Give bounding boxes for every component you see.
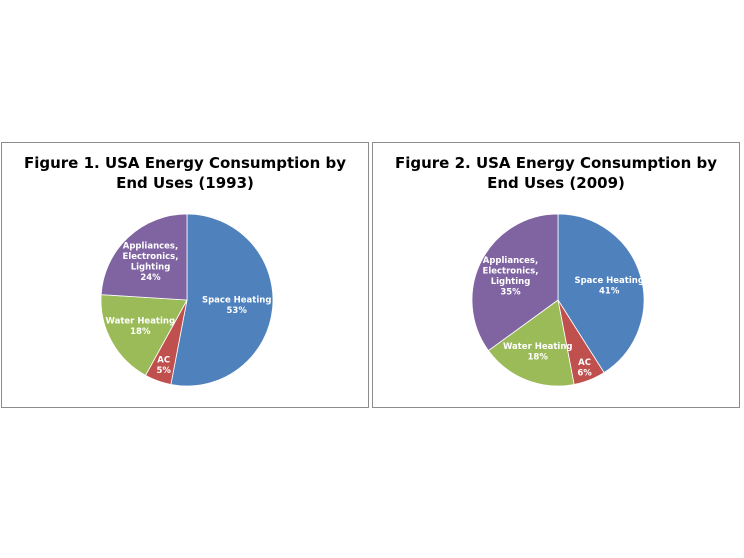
chart-title-line-1: Figure 2. USA Energy Consumption by <box>394 154 717 172</box>
slice-label-line: Space Heating <box>574 276 643 286</box>
slice-label-space-heating: Space Heating 41% <box>574 276 643 297</box>
slice-label-line: 41% <box>599 286 620 296</box>
slice-label-space-heating: Space Heating 53% <box>202 295 271 316</box>
slice-label-line: 6% <box>577 368 592 378</box>
slice-label-line: Appliances, <box>123 241 178 251</box>
pie-slice-space-heating <box>170 213 274 387</box>
slice-label-appliances-electronics-lighting: Appliances, Electronics, Lighting 35% <box>483 256 539 298</box>
slice-label-line: AC <box>157 356 170 366</box>
slice-label-ac: AC 5% <box>156 356 171 377</box>
slice-label-water-heating: Water Heating 18% <box>503 342 573 363</box>
slice-label-water-heating: Water Heating 18% <box>106 316 176 337</box>
chart-panel-1993: Figure 1. USA Energy Consumption by End … <box>1 142 369 408</box>
chart-title-line-1: Figure 1. USA Energy Consumption by <box>23 154 346 172</box>
slice-label-line: Lighting <box>131 262 171 272</box>
chart-title-line-2: End Uses (2009) <box>487 174 625 192</box>
chart-title: Figure 2. USA Energy Consumption by End … <box>373 153 739 193</box>
slice-label-line: AC <box>578 358 591 368</box>
chart-panel-2009: Figure 2. USA Energy Consumption by End … <box>372 142 740 408</box>
pie-chart-2009: Space Heating 41% AC 6% Water Heating 18% Appl… <box>471 213 645 387</box>
slice-label-line: Water Heating <box>503 342 573 352</box>
slice-label-line: Water Heating <box>106 316 176 326</box>
slice-label-line: 5% <box>156 366 171 376</box>
pie-chart-1993: Space Heating 53% AC 5% Water Heating 18% Appl… <box>100 213 274 387</box>
pie-slice-appliances-electronics-lighting <box>471 213 559 352</box>
pie-slice-appliances-electronics-lighting <box>100 213 188 301</box>
slice-label-line: 18% <box>528 352 549 362</box>
slice-label-line: Electronics, <box>483 267 539 277</box>
pie-slice-water-heating <box>487 299 575 387</box>
slice-label-line: 35% <box>500 288 521 298</box>
slice-label-line: 24% <box>140 273 161 283</box>
pie-slice-space-heating <box>557 213 645 374</box>
chart-title: Figure 1. USA Energy Consumption by End … <box>2 153 368 193</box>
slice-label-line: 18% <box>130 327 151 337</box>
slice-label-ac: AC 6% <box>577 358 592 379</box>
slice-label-line: 53% <box>227 306 248 316</box>
slice-label-line: Appliances, <box>483 256 538 266</box>
slice-label-line: Lighting <box>491 277 531 287</box>
slice-label-line: Space Heating <box>202 295 271 305</box>
slice-label-appliances-electronics-lighting: Appliances, Electronics, Lighting 24% <box>123 241 179 283</box>
chart-title-line-2: End Uses (1993) <box>116 174 254 192</box>
pie-slice-water-heating <box>100 294 188 376</box>
slice-label-line: Electronics, <box>123 252 179 262</box>
